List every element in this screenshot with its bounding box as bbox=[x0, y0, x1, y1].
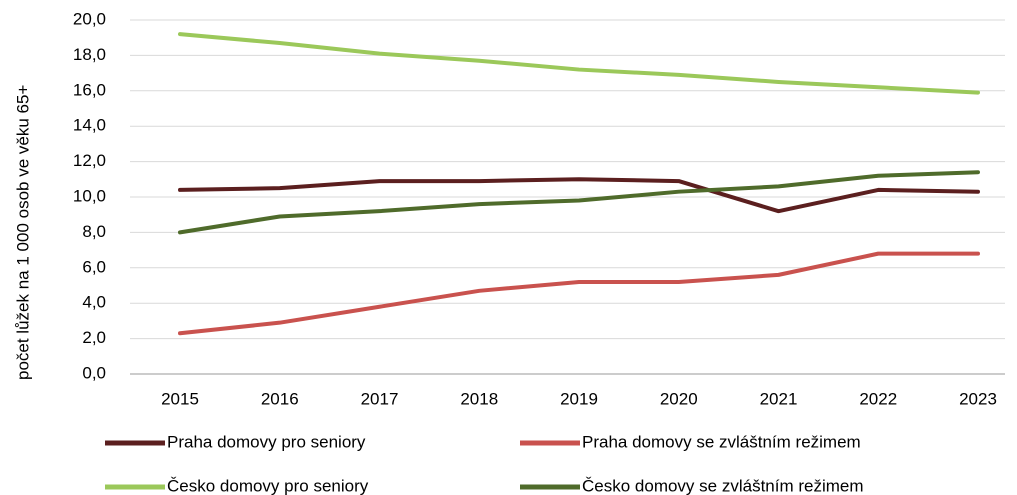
series-line bbox=[178, 251, 980, 336]
series-line bbox=[178, 170, 980, 235]
y-tick-label: 20,0 bbox=[73, 9, 106, 28]
y-tick-label: 6,0 bbox=[82, 257, 106, 276]
x-tick-label: 2016 bbox=[261, 389, 299, 408]
x-tick-label: 2023 bbox=[959, 389, 997, 408]
y-tick-label: 0,0 bbox=[82, 363, 106, 382]
x-tick-label: 2015 bbox=[161, 389, 199, 408]
x-tick-label: 2022 bbox=[859, 389, 897, 408]
x-tick-label: 2020 bbox=[660, 389, 698, 408]
series-line bbox=[178, 177, 980, 214]
y-tick-label: 10,0 bbox=[73, 186, 106, 205]
y-tick-label: 12,0 bbox=[73, 151, 106, 170]
legend-label: Česko domovy pro seniory bbox=[167, 476, 369, 495]
y-tick-label: 18,0 bbox=[73, 45, 106, 64]
legend-label: Česko domovy se zvláštním režimem bbox=[582, 476, 864, 495]
legend-label: Praha domovy se zvláštním režimem bbox=[582, 432, 861, 451]
y-tick-label: 8,0 bbox=[82, 222, 106, 241]
x-tick-label: 2018 bbox=[460, 389, 498, 408]
x-tick-label: 2017 bbox=[361, 389, 399, 408]
y-tick-label: 4,0 bbox=[82, 293, 106, 312]
y-axis-label: počet lůžek na 1 000 osob ve věku 65+ bbox=[13, 85, 32, 380]
series-line bbox=[178, 32, 980, 95]
legend-label: Praha domovy pro seniory bbox=[167, 432, 366, 451]
x-tick-label: 2019 bbox=[560, 389, 598, 408]
x-tick-label: 2021 bbox=[760, 389, 798, 408]
y-tick-label: 2,0 bbox=[82, 328, 106, 347]
y-tick-label: 16,0 bbox=[73, 80, 106, 99]
y-tick-label: 14,0 bbox=[73, 116, 106, 135]
